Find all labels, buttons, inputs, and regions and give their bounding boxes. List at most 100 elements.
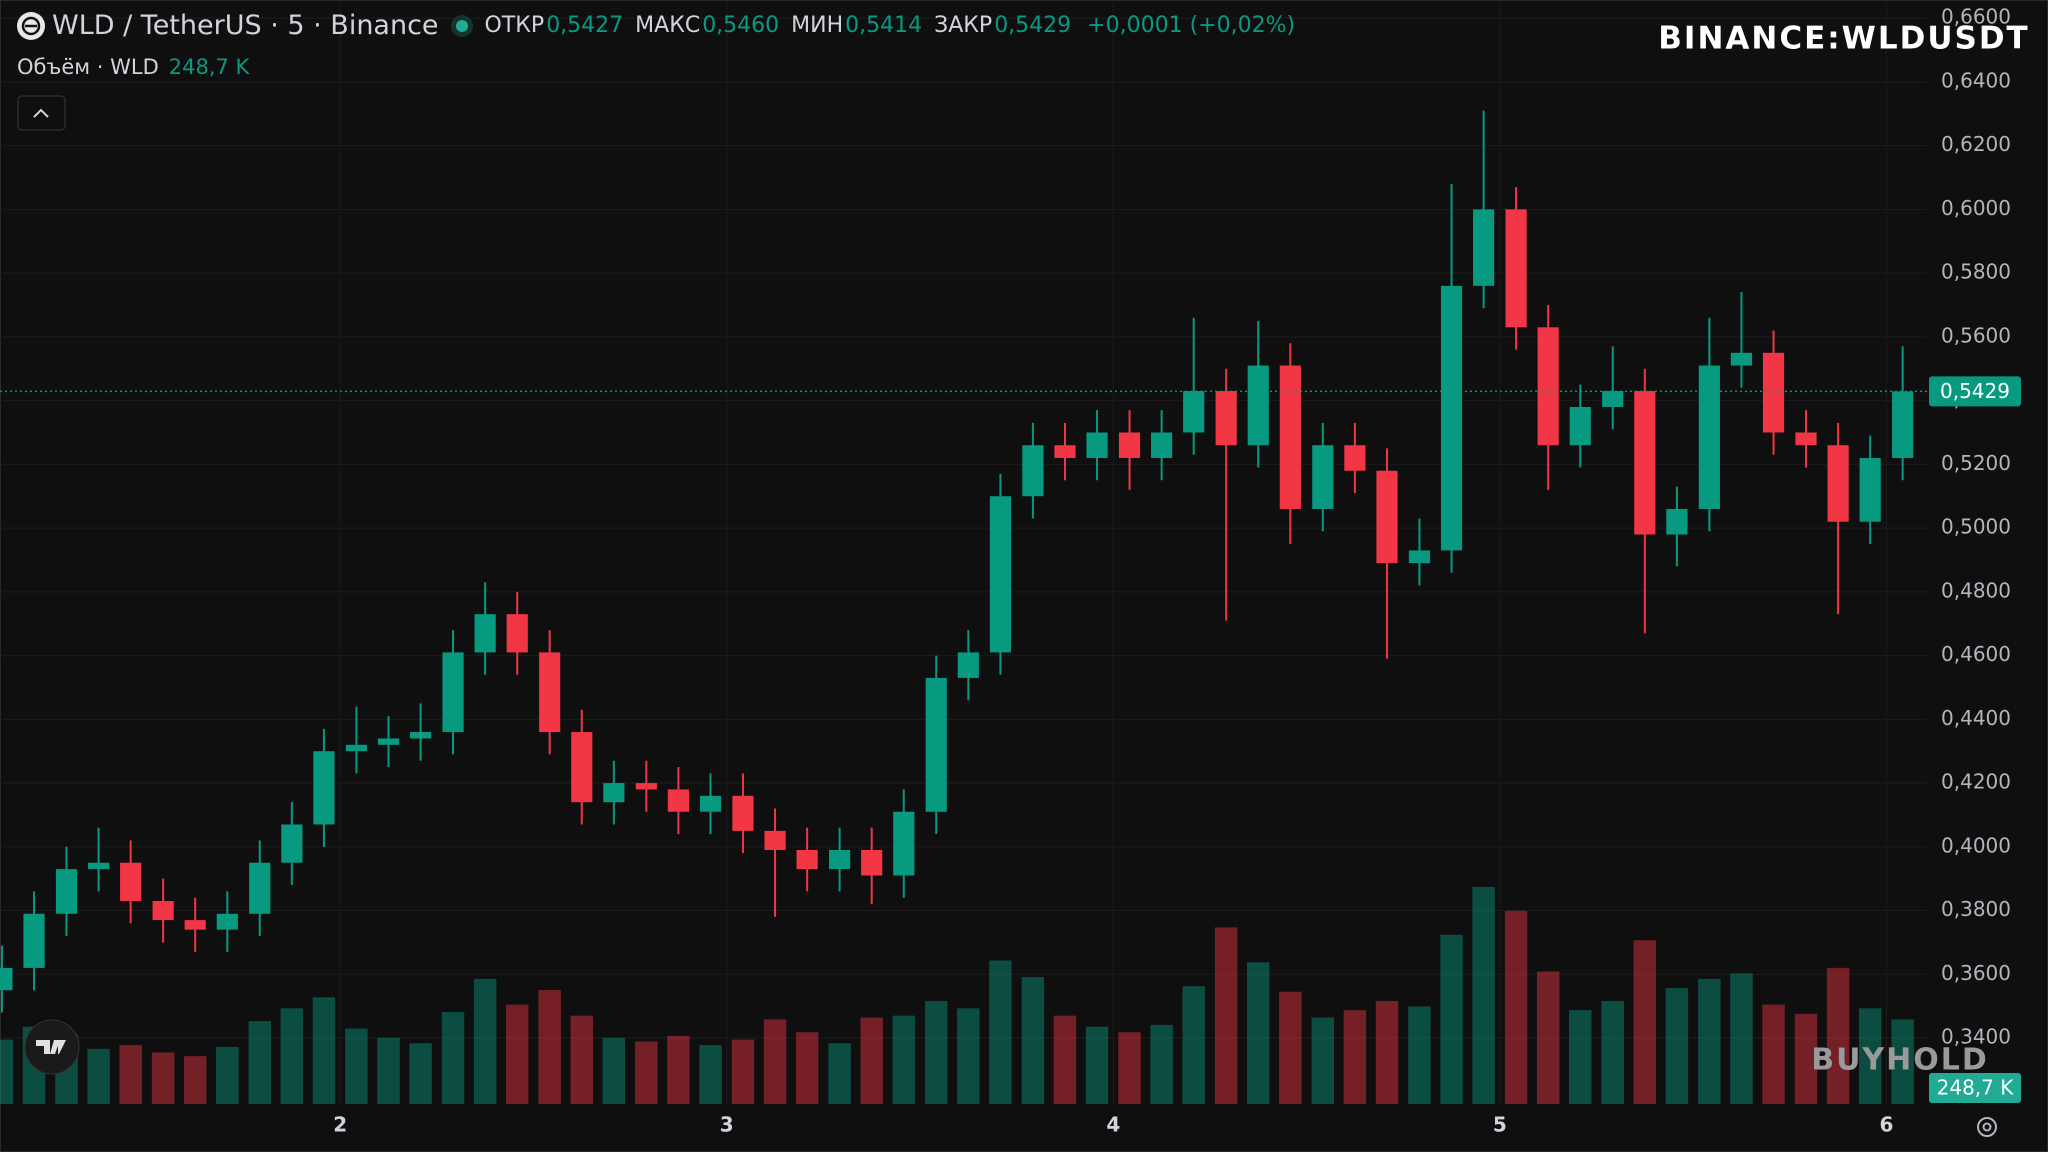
volume-bar bbox=[1021, 977, 1045, 1104]
candle-body bbox=[1634, 391, 1656, 535]
candle-body bbox=[1151, 432, 1173, 458]
x-tick-label: 5 bbox=[1493, 1113, 1507, 1137]
x-tick-label: 3 bbox=[720, 1113, 734, 1137]
volume-bar bbox=[1118, 1032, 1141, 1104]
candle-body bbox=[539, 652, 561, 733]
candle-body bbox=[1247, 365, 1269, 446]
candle-body bbox=[377, 738, 400, 745]
legend-value: 0,5460 bbox=[702, 13, 780, 38]
volume-bar bbox=[345, 1028, 368, 1104]
candle-body bbox=[1698, 365, 1720, 509]
candle-body bbox=[313, 751, 335, 825]
y-tick-label: 0,4400 bbox=[1941, 706, 2011, 730]
volume-bar bbox=[763, 1019, 787, 1104]
volume-bar bbox=[828, 1043, 851, 1104]
volume-layer bbox=[0, 886, 1914, 1104]
volume-bar bbox=[1375, 1000, 1399, 1104]
last-price-box bbox=[1929, 376, 2021, 407]
y-tick-label: 0,6000 bbox=[1941, 196, 2011, 220]
candle-body bbox=[1344, 445, 1366, 471]
candle-body bbox=[1892, 391, 1914, 458]
candle-body bbox=[861, 849, 883, 876]
volume-bar bbox=[1601, 1000, 1624, 1104]
volume-bar bbox=[860, 1017, 883, 1104]
volume-bar bbox=[183, 1056, 207, 1104]
candle-body bbox=[1666, 508, 1688, 535]
settings-core bbox=[1982, 1122, 1992, 1132]
candle-body bbox=[87, 862, 110, 870]
y-tick-label: 0,6600 bbox=[1941, 5, 2011, 29]
candle-body bbox=[603, 783, 625, 803]
volume-bar bbox=[441, 1012, 465, 1104]
y-tick-label: 0,4800 bbox=[1941, 578, 2011, 602]
collapse-button[interactable] bbox=[17, 95, 66, 131]
candle-body bbox=[120, 862, 142, 901]
candle-body bbox=[1795, 432, 1817, 446]
candle-body bbox=[635, 783, 657, 790]
candle-body bbox=[1602, 391, 1624, 407]
legend-label: МИН bbox=[791, 13, 844, 38]
volume-bar bbox=[731, 1039, 755, 1104]
candle-body bbox=[571, 732, 593, 803]
candle-body bbox=[1473, 209, 1495, 286]
candle-body bbox=[55, 869, 78, 914]
volume-bar bbox=[1150, 1024, 1173, 1104]
y-tick-label: 0,4200 bbox=[1941, 770, 2011, 794]
last-price-label: 0,5429 bbox=[1940, 379, 2010, 403]
volume-bar bbox=[892, 1015, 916, 1104]
volume-bar bbox=[1698, 978, 1721, 1104]
x-tick-label: 4 bbox=[1106, 1113, 1120, 1137]
candle-body bbox=[1376, 470, 1398, 564]
candle-body bbox=[989, 496, 1012, 653]
volume-bar bbox=[1633, 940, 1657, 1104]
last-volume-box bbox=[1929, 1073, 2021, 1103]
candle-body bbox=[1859, 457, 1881, 522]
volume-bar bbox=[312, 997, 336, 1104]
volume-bar bbox=[667, 1035, 690, 1104]
volume-bar bbox=[1440, 934, 1463, 1104]
volume-bar bbox=[635, 1041, 658, 1104]
candle-body bbox=[1086, 432, 1108, 458]
candle-body bbox=[345, 744, 367, 752]
ohlc-legend: ОТКР 0,5427 МАКС 0,5460 МИН 0,5414 ЗАКР 0,5429 bbox=[485, 13, 1082, 38]
last-volume-label: 248,7 K bbox=[1937, 1076, 2015, 1100]
legend-header: WLD / TetherUS · 5 · Binance ОТКР 0,5427 М… bbox=[16, 10, 1305, 41]
settings-icon[interactable] bbox=[1977, 1117, 1997, 1137]
candle-body bbox=[152, 900, 174, 921]
volume-bar bbox=[0, 1039, 14, 1104]
y-tick-label: 0,5000 bbox=[1941, 515, 2011, 539]
y-tick-label: 0,5800 bbox=[1941, 260, 2011, 284]
settings-ring bbox=[1977, 1117, 1997, 1137]
volume-bar bbox=[473, 978, 497, 1104]
y-tick-label: 0,4000 bbox=[1941, 833, 2011, 857]
volume-bar bbox=[699, 1045, 722, 1104]
volume-bar bbox=[1472, 886, 1495, 1104]
volume-bar bbox=[957, 1008, 980, 1104]
legend-label: ЗАКР bbox=[934, 13, 993, 38]
ticker: BINANCE:WLDUSDT bbox=[1658, 21, 2029, 57]
legend-label: МАКС bbox=[635, 13, 701, 38]
volume-bar bbox=[248, 1021, 271, 1104]
tv-logo-mark bbox=[36, 1040, 66, 1054]
candle-body bbox=[409, 732, 432, 739]
volume-bar bbox=[795, 1032, 819, 1104]
candle-body bbox=[1312, 445, 1334, 509]
volume-bar bbox=[1569, 1010, 1592, 1104]
legend-value: 0,5429 bbox=[994, 13, 1072, 38]
legend-label: ОТКР bbox=[484, 13, 545, 38]
candle-body bbox=[442, 652, 464, 733]
volume-bar bbox=[1279, 991, 1302, 1104]
volume-bar bbox=[1794, 1013, 1818, 1104]
candle-body bbox=[23, 913, 45, 968]
candle-body bbox=[699, 795, 722, 812]
y-tick-label: 0,6400 bbox=[1941, 68, 2011, 92]
collapse-icon bbox=[33, 108, 49, 118]
volume-bar bbox=[989, 960, 1012, 1104]
change: +0,0001 (+0,02%) bbox=[1087, 13, 1296, 38]
volume-bar bbox=[1665, 988, 1689, 1104]
candle-body bbox=[1054, 445, 1076, 458]
volume-bar bbox=[1408, 1006, 1431, 1104]
candle-body bbox=[1215, 391, 1237, 446]
candle-layer bbox=[0, 110, 1914, 1013]
